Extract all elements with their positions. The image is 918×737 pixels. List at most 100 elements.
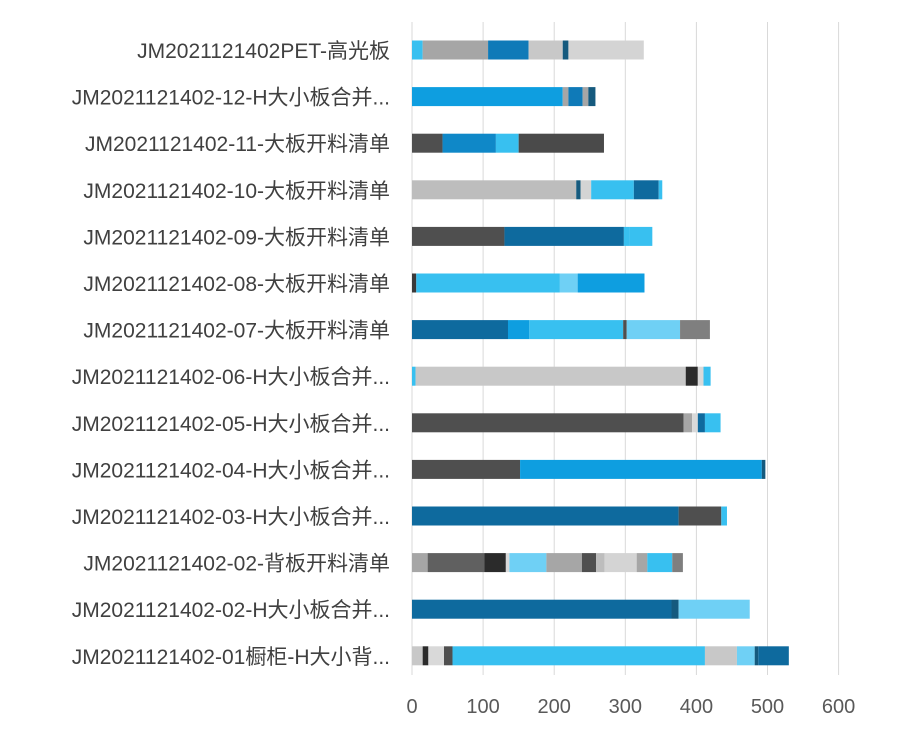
bar-segment-4-2	[623, 226, 630, 246]
category-label: JM2021121402-05-H大小板合并...	[72, 413, 390, 436]
bar-segment-6-5	[680, 320, 710, 340]
bar-segment-13-5	[704, 646, 737, 666]
category-label: JM2021121402-09-大板开料清单	[83, 226, 390, 249]
x-axis-tick-labels: 0 100 200 300 400 500 600	[406, 696, 855, 718]
bars	[412, 40, 789, 666]
x-tick-label: 300	[609, 696, 642, 718]
bar-segment-6-4	[626, 320, 681, 340]
bar-segment-11-5	[546, 553, 582, 573]
bar-segment-13-0	[412, 646, 423, 666]
bar-segment-9-0	[412, 459, 521, 479]
bar-segment-11-3	[505, 553, 510, 573]
bar-segment-8-2	[692, 413, 698, 433]
bar-segment-7-2	[685, 366, 698, 386]
bar-segment-5-0	[412, 273, 417, 293]
bar-segment-0-1	[422, 40, 489, 60]
bar-segment-6-2	[529, 320, 624, 340]
category-label: JM2021121402-04-H大小板合并...	[72, 459, 390, 482]
bar-segment-4-3	[629, 226, 653, 246]
category-label: JM2021121402-08-大板开料清单	[83, 273, 390, 296]
bar-segment-2-1	[442, 133, 496, 153]
bar-segment-8-0	[412, 413, 684, 433]
bar-segment-3-5	[658, 180, 663, 200]
bar-segment-0-2	[488, 40, 529, 60]
bar-segment-12-0	[412, 599, 672, 619]
bar-segment-11-7	[596, 553, 605, 573]
category-label: JM2021121402PET-高光板	[137, 40, 390, 63]
bar-segment-6-0	[412, 320, 508, 340]
bar-segment-6-1	[507, 320, 530, 340]
bar-segment-3-2	[580, 180, 592, 200]
bar-segment-13-4	[452, 646, 705, 666]
x-tick-label: 400	[680, 696, 713, 718]
category-label: JM2021121402-11-大板开料清单	[85, 133, 390, 156]
bar-segment-0-3	[528, 40, 563, 60]
bar-segment-12-2	[678, 599, 750, 619]
bar-segment-1-0	[412, 87, 563, 107]
bar-segment-2-0	[412, 133, 443, 153]
category-label: JM2021121402-03-H大小板合并...	[72, 506, 390, 529]
x-tick-label: 200	[538, 696, 571, 718]
bar-segment-7-3	[697, 366, 704, 386]
bar-segment-11-0	[412, 553, 428, 573]
bar-segment-13-3	[444, 646, 453, 666]
bar-segment-10-1	[678, 506, 722, 526]
bar-segment-0-4	[562, 40, 569, 60]
bar-segment-11-11	[672, 553, 683, 573]
bar-segment-3-1	[576, 180, 581, 200]
bar-segment-7-1	[415, 366, 686, 386]
bar-segment-8-4	[704, 413, 721, 433]
bar-segment-0-5	[568, 40, 644, 60]
bar-segment-10-2	[721, 506, 727, 526]
bar-segment-11-2	[484, 553, 506, 573]
bar-segment-11-8	[604, 553, 637, 573]
x-tick-label: 600	[822, 696, 855, 718]
bar-segment-2-2	[495, 133, 519, 153]
bar-segment-13-8	[758, 646, 789, 666]
bar-segment-11-9	[636, 553, 648, 573]
bar-segment-1-1	[562, 87, 569, 107]
bar-segment-3-4	[633, 180, 659, 200]
category-label: JM2021121402-02-H大小板合并...	[72, 599, 390, 622]
bar-segment-7-4	[703, 366, 711, 386]
bar-segment-7-0	[412, 366, 416, 386]
x-tick-label: 100	[466, 696, 499, 718]
bar-segment-13-6	[736, 646, 755, 666]
category-label: JM2021121402-07-大板开料清单	[83, 320, 390, 343]
bar-segment-3-0	[412, 180, 577, 200]
bar-segment-4-1	[504, 226, 624, 246]
category-label: JM2021121402-12-H大小板合并...	[72, 87, 390, 110]
bar-segment-11-4	[509, 553, 547, 573]
bar-segment-11-10	[647, 553, 673, 573]
bar-segment-8-1	[683, 413, 693, 433]
x-tick-label: 500	[751, 696, 784, 718]
bar-segment-10-0	[412, 506, 679, 526]
bar-segment-13-7	[754, 646, 759, 666]
bar-segment-2-3	[518, 133, 604, 153]
bar-segment-9-2	[761, 459, 766, 479]
bar-segment-5-3	[577, 273, 645, 293]
bar-segment-6-3	[623, 320, 627, 340]
category-label: JM2021121402-01橱柜-H大小背...	[72, 646, 390, 669]
bar-segment-9-1	[520, 459, 762, 479]
bar-segment-1-3	[582, 87, 589, 107]
bar-segment-3-3	[591, 180, 634, 200]
x-tick-label: 0	[406, 696, 417, 718]
bar-segment-11-6	[581, 553, 597, 573]
bar-segment-12-1	[671, 599, 679, 619]
category-label: JM2021121402-06-H大小板合并...	[72, 366, 390, 389]
bar-segment-5-2	[559, 273, 578, 293]
bar-segment-1-2	[568, 87, 583, 107]
bar-segment-0-0	[412, 40, 423, 60]
bar-segment-8-3	[697, 413, 705, 433]
category-label: JM2021121402-02-背板开料清单	[83, 553, 390, 576]
gridlines	[411, 22, 840, 675]
bar-segment-13-2	[428, 646, 444, 666]
bar-segment-11-1	[427, 553, 485, 573]
bar-segment-1-4	[588, 87, 596, 107]
bar-segment-13-1	[422, 646, 429, 666]
bar-segment-4-0	[412, 226, 505, 246]
bar-segment-5-1	[416, 273, 560, 293]
category-labels: JM2021121402PET-高光板 JM2021121402-12-H大小板合…	[72, 40, 390, 669]
